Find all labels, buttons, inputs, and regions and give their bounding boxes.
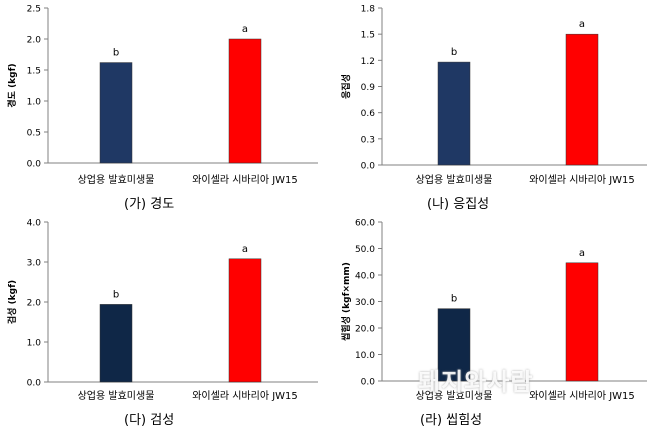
y-tick-label: 40.0 <box>355 272 375 282</box>
bar <box>228 38 262 164</box>
x-tick-label: 상업용 발효미생물 <box>78 389 155 402</box>
bar <box>565 262 599 382</box>
significance-label: a <box>242 24 248 35</box>
bar <box>99 62 133 164</box>
bar <box>437 61 471 166</box>
chart-panel-cohesiveness: 0.0 0.3 0.6 0.9 1.2 1.5 1.8 응집성 b 상업용 발효미생물 a 와이셀라 … <box>329 0 658 216</box>
y-tick-label: 0.0 <box>361 162 376 172</box>
x-tick-label: 상업용 발효미생물 <box>78 173 155 186</box>
y-axis-label: 경도 (kgf) <box>6 63 18 107</box>
x-tick-label: 와이셀라 시바리아 JW15 <box>529 390 635 402</box>
y-axis-label: 응집성 <box>340 74 352 99</box>
chart-panel-chewiness: 0.0 10.0 20.0 30.0 40.0 50.0 60.0 씹힘성 (kgf×mm) b… <box>329 216 658 433</box>
y-tick-label: 30.0 <box>355 298 375 308</box>
y-axis-label: 씹힘성 (kgf×mm) <box>340 262 352 341</box>
y-tick-label: 1.2 <box>361 57 375 67</box>
y-tick-label: 4.0 <box>27 219 42 229</box>
bar <box>99 304 133 383</box>
y-tick-label: 3.0 <box>27 259 42 269</box>
x-tick-label: 와이셀라 시바리아 JW15 <box>192 174 298 186</box>
y-tick-label: 0.6 <box>361 109 376 119</box>
significance-label: b <box>113 289 119 300</box>
y-tick-label: 20.0 <box>355 325 375 335</box>
y-tick-label: 1.0 <box>27 98 42 108</box>
watermark-text: 돼지와사람 <box>418 368 534 396</box>
x-tick-label: 상업용 발효미생물 <box>416 389 493 402</box>
significance-label: a <box>579 19 585 30</box>
y-tick-label: 1.8 <box>361 5 376 15</box>
chart-panel-gumminess: 0.0 1.0 2.0 3.0 4.0 검성 (kgf) b 상업용 발효미생물 a 와이셀라 시… <box>0 216 329 433</box>
chart-caption-cohesiveness: (나) 응집성 <box>427 197 490 212</box>
y-axis-label: 검성 (kgf) <box>6 280 18 324</box>
y-tick-label: 2.0 <box>27 299 42 309</box>
chart-caption-gumminess: (다) 검성 <box>124 413 175 428</box>
x-tick-label: 와이셀라 시바리아 JW15 <box>529 174 635 186</box>
chart-hardness: 0.0 0.5 1.0 1.5 2.0 2.5 경도 (kgf) b 상업용 발효미생물 a 와이셀… <box>6 5 318 186</box>
y-tick-label: 0.0 <box>27 379 42 389</box>
chart-cohesiveness: 0.0 0.3 0.6 0.9 1.2 1.5 1.8 응집성 b 상업용 발효미생물 a 와이셀라 … <box>340 5 647 186</box>
significance-label: a <box>242 244 248 255</box>
y-tick-label: 10.0 <box>355 351 375 361</box>
y-tick-label: 1.5 <box>27 67 41 77</box>
y-tick-label: 0.0 <box>361 378 376 388</box>
bar <box>228 258 262 383</box>
y-tick-label: 0.9 <box>361 83 376 93</box>
y-tick-label: 0.5 <box>27 129 41 139</box>
y-tick-label: 2.0 <box>27 36 42 46</box>
chart-panel-hardness: 0.0 0.5 1.0 1.5 2.0 2.5 경도 (kgf) b 상업용 발효미생물 a 와이셀… <box>0 0 329 216</box>
chart-gumminess: 0.0 1.0 2.0 3.0 4.0 검성 (kgf) b 상업용 발효미생물 a 와이셀라 시… <box>6 219 318 402</box>
significance-label: a <box>579 248 585 259</box>
significance-label: b <box>113 48 119 59</box>
y-tick-label: 50.0 <box>355 245 375 255</box>
bar <box>565 33 599 166</box>
chart-chewiness: 0.0 10.0 20.0 30.0 40.0 50.0 60.0 씹힘성 (kgf×mm) b… <box>340 219 647 402</box>
y-tick-label: 1.5 <box>361 31 375 41</box>
x-tick-label: 상업용 발효미생물 <box>416 173 493 186</box>
chart-caption-hardness: (가) 경도 <box>124 197 175 212</box>
chart-caption-chewiness: (라) 씹힘성 <box>420 413 483 428</box>
significance-label: b <box>451 294 457 305</box>
x-tick-label: 와이셀라 시바리아 JW15 <box>192 390 298 402</box>
y-tick-label: 0.3 <box>361 135 375 145</box>
significance-label: b <box>451 47 457 58</box>
y-tick-label: 1.0 <box>27 339 42 349</box>
bar <box>437 308 471 382</box>
y-tick-label: 60.0 <box>355 219 375 229</box>
y-tick-label: 0.0 <box>27 160 42 170</box>
y-tick-label: 2.5 <box>27 5 41 15</box>
